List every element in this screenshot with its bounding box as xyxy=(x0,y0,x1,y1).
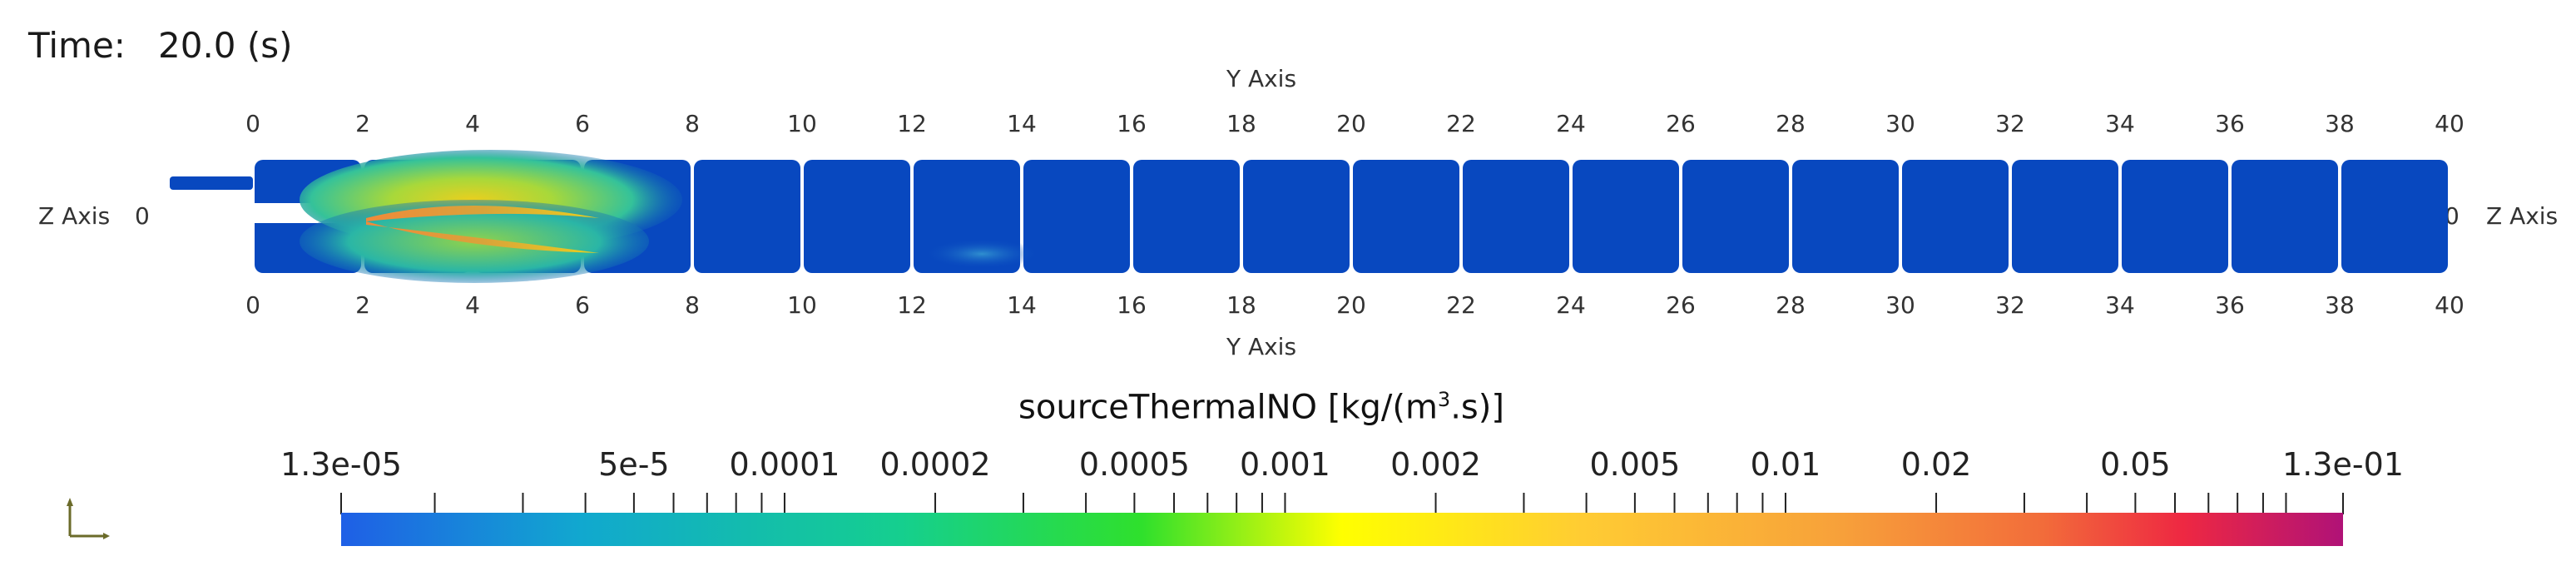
bottom-tick-label: 38 xyxy=(2325,291,2355,319)
colorbar-label: 0.0001 xyxy=(729,446,840,483)
top-tick-label: 18 xyxy=(1226,110,1256,137)
bottom-tick-label: 14 xyxy=(1007,291,1037,319)
colorbar-label: 0.002 xyxy=(1390,446,1481,483)
top-tick-label: 38 xyxy=(2325,110,2355,137)
top-tick-label: 16 xyxy=(1117,110,1147,137)
top-tick-label: 8 xyxy=(685,110,700,137)
top-tick-label: 24 xyxy=(1556,110,1586,137)
domain-block xyxy=(694,160,800,273)
top-tick-label: 14 xyxy=(1007,110,1037,137)
top-tick-label: 20 xyxy=(1336,110,1366,137)
colorbar-label: 5e-5 xyxy=(598,446,670,483)
top-tick-label: 32 xyxy=(1995,110,2025,137)
bottom-tick-label: 34 xyxy=(2105,291,2135,319)
bottom-tick-label: 4 xyxy=(465,291,480,319)
domain-block xyxy=(2232,160,2338,273)
top-tick-label: 40 xyxy=(2435,110,2465,137)
domain-block xyxy=(804,160,910,273)
bottom-tick-label: 40 xyxy=(2435,291,2465,319)
colorbar-label: 0.001 xyxy=(1240,446,1330,483)
time-value: 20.0 (s) xyxy=(158,25,293,66)
colorbar-label: 0.05 xyxy=(2100,446,2171,483)
left-axis-title: Z Axis xyxy=(38,202,111,230)
top-tick-label: 28 xyxy=(1776,110,1806,137)
left-axis-zero: 0 xyxy=(135,202,150,230)
flow-field xyxy=(170,150,2448,283)
bottom-tick-label: 18 xyxy=(1226,291,1256,319)
top-tick-label: 2 xyxy=(355,110,370,137)
domain-block xyxy=(1902,160,2009,273)
top-tick-label: 36 xyxy=(2215,110,2245,137)
bottom-tick-label: 6 xyxy=(575,291,590,319)
domain-block xyxy=(1792,160,1899,273)
bottom-tick-label: 20 xyxy=(1336,291,1366,319)
axes-triad-icon xyxy=(67,498,110,539)
right-axis-title: Z Axis xyxy=(2486,202,2559,230)
bottom-tick-label: 36 xyxy=(2215,291,2245,319)
domain-block xyxy=(1243,160,1350,273)
bottom-tick-label: 8 xyxy=(685,291,700,319)
domain-block xyxy=(1682,160,1789,273)
colorbar-label: 0.0005 xyxy=(1078,446,1190,483)
bottom-axis-title: Y Axis xyxy=(1226,333,1297,360)
top-tick-label: 10 xyxy=(787,110,817,137)
domain-block xyxy=(1133,160,1240,273)
bottom-tick-label: 32 xyxy=(1995,291,2025,319)
top-axis-title: Y Axis xyxy=(1226,65,1297,92)
top-tick-label: 0 xyxy=(245,110,260,137)
top-tick-label: 26 xyxy=(1666,110,1696,137)
colorbar-title: sourceThermalNO [kg/(m3.s)] xyxy=(1018,388,1504,427)
bottom-tick-label: 30 xyxy=(1885,291,1915,319)
domain-block xyxy=(2012,160,2118,273)
colorbar-label: 1.3e-05 xyxy=(280,446,402,483)
colorbar-label: 0.02 xyxy=(1900,446,1972,483)
time-label: Time: xyxy=(28,25,126,66)
colorbar-label: 0.0002 xyxy=(879,446,991,483)
domain-block xyxy=(1573,160,1679,273)
top-tick-label: 34 xyxy=(2105,110,2135,137)
colorbar-label: 0.005 xyxy=(1589,446,1681,483)
bottom-tick-label: 16 xyxy=(1117,291,1147,319)
bottom-tick-label: 26 xyxy=(1666,291,1696,319)
domain-block xyxy=(2341,160,2448,273)
bottom-tick-label: 2 xyxy=(355,291,370,319)
top-tick-label: 12 xyxy=(897,110,927,137)
bottom-tick-label: 22 xyxy=(1446,291,1476,319)
top-tick-label: 4 xyxy=(465,110,480,137)
colorbar-label: 1.3e-01 xyxy=(2282,446,2404,483)
domain-block xyxy=(1463,160,1569,273)
bottom-tick-label: 12 xyxy=(897,291,927,319)
domain-block xyxy=(2122,160,2228,273)
bottom-tick-label: 28 xyxy=(1776,291,1806,319)
colorbar-label: 0.01 xyxy=(1750,446,1821,483)
colorbar-ticks xyxy=(340,493,2344,514)
right-axis-zero: 0 xyxy=(2445,202,2460,230)
colorbar xyxy=(341,513,2343,546)
top-tick-label: 6 xyxy=(575,110,590,137)
domain-block xyxy=(1023,160,1130,273)
domain-block xyxy=(1353,160,1459,273)
bottom-tick-label: 0 xyxy=(245,291,260,319)
bottom-tick-label: 10 xyxy=(787,291,817,319)
top-tick-label: 30 xyxy=(1885,110,1915,137)
top-tick-label: 22 xyxy=(1446,110,1476,137)
bottom-tick-label: 24 xyxy=(1556,291,1586,319)
